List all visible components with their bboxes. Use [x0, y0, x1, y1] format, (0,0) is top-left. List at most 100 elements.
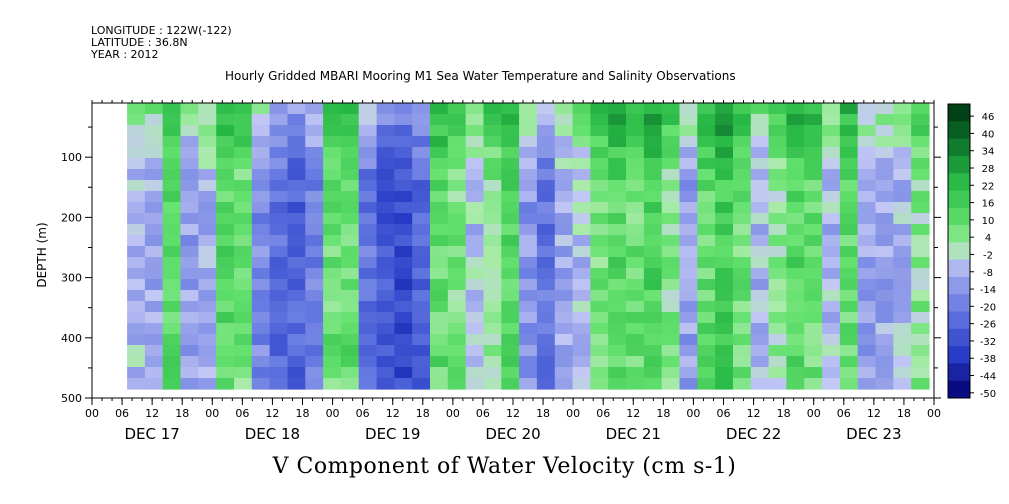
- heatmap-cell: [144, 235, 164, 247]
- x-hour-tick-label: 12: [386, 407, 400, 420]
- heatmap-cell: [697, 158, 716, 170]
- heatmap-cell: [412, 103, 431, 115]
- heatmap-cell: [412, 136, 431, 148]
- heatmap-cell: [679, 334, 698, 346]
- heatmap-cell: [162, 367, 182, 379]
- heatmap-cell: [750, 158, 770, 170]
- heatmap-cell: [358, 191, 378, 203]
- heatmap-cell: [875, 147, 894, 159]
- heatmap-cell: [251, 312, 271, 324]
- heatmap-cell: [162, 114, 182, 126]
- heatmap-cell: [216, 356, 235, 368]
- heatmap-cell: [786, 378, 805, 390]
- heatmap-cell: [358, 378, 378, 390]
- heatmap-cell: [750, 235, 770, 247]
- heatmap-cell: [305, 147, 324, 159]
- heatmap-cell: [626, 213, 645, 225]
- heatmap-cell: [911, 158, 930, 170]
- heatmap-cell: [626, 290, 645, 302]
- heatmap-cell: [679, 257, 698, 269]
- heatmap-cell: [893, 257, 912, 269]
- heatmap-cell: [340, 334, 360, 346]
- heatmap-cell: [536, 290, 556, 302]
- heatmap-cell: [626, 312, 645, 324]
- colorbar-swatch: [948, 346, 970, 364]
- heatmap-cell: [376, 301, 395, 313]
- heatmap-cell: [822, 224, 841, 236]
- heatmap-cell: [733, 290, 752, 302]
- heatmap-cell: [269, 169, 288, 181]
- heatmap-cell: [483, 136, 502, 148]
- heatmap-cell: [643, 202, 663, 214]
- heatmap-cell: [323, 345, 342, 357]
- heatmap-cell: [608, 345, 627, 357]
- heatmap-cell: [715, 191, 734, 203]
- heatmap-cell: [857, 290, 877, 302]
- heatmap-cell: [554, 345, 574, 357]
- heatmap-cell: [697, 312, 716, 324]
- heatmap-cell: [697, 114, 716, 126]
- heatmap-cell: [857, 378, 877, 390]
- heatmap-cell: [216, 202, 235, 214]
- heatmap-cell: [804, 257, 823, 269]
- heatmap-cell: [786, 158, 805, 170]
- colorbar-swatch: [948, 138, 970, 157]
- heatmap-cell: [251, 345, 271, 357]
- heatmap-cell: [536, 356, 556, 368]
- heatmap-cell: [216, 125, 235, 137]
- heatmap-cell: [536, 246, 556, 258]
- heatmap-cell: [340, 378, 360, 390]
- heatmap-cell: [501, 147, 520, 159]
- heatmap-cell: [251, 367, 271, 379]
- heatmap-cell: [804, 290, 823, 302]
- heatmap-cell: [412, 279, 431, 291]
- heatmap-cell: [234, 367, 253, 379]
- heatmap-cell: [893, 180, 912, 192]
- heatmap-cell: [144, 367, 164, 379]
- heatmap-cell: [590, 257, 609, 269]
- heatmap-cell: [911, 202, 930, 214]
- heatmap-cell: [305, 246, 324, 258]
- heatmap-cell: [697, 290, 716, 302]
- heatmap-cell: [251, 202, 271, 214]
- heatmap-cell: [608, 235, 627, 247]
- heatmap-cell: [483, 356, 502, 368]
- heatmap-cell: [394, 334, 413, 346]
- heatmap-cell: [305, 202, 324, 214]
- x-day-label: DEC 21: [606, 425, 661, 443]
- x-hour-tick-label: 18: [536, 407, 550, 420]
- heatmap-cell: [340, 213, 360, 225]
- heatmap-cell: [661, 257, 681, 269]
- heatmap-cell: [572, 334, 591, 346]
- heatmap-cell: [519, 136, 538, 148]
- heatmap-cell: [412, 323, 431, 335]
- heatmap-cell: [198, 147, 217, 159]
- heatmap-cell: [679, 301, 698, 313]
- heatmap-cell: [839, 312, 859, 324]
- heatmap-cell: [572, 136, 591, 148]
- heatmap-cell: [340, 323, 360, 335]
- heatmap-cell: [447, 202, 467, 214]
- heatmap-cell: [519, 345, 538, 357]
- heatmap-cell: [911, 103, 930, 115]
- heatmap-cell: [198, 290, 217, 302]
- heatmap-cell: [822, 356, 841, 368]
- heatmap-cell: [251, 323, 271, 335]
- heatmap-cell: [750, 224, 770, 236]
- heatmap-cell: [768, 246, 787, 258]
- heatmap-cell: [447, 180, 467, 192]
- heatmap-cell: [501, 235, 520, 247]
- heatmap-cell: [162, 103, 182, 115]
- heatmap-cell: [697, 136, 716, 148]
- heatmap-cell: [786, 114, 805, 126]
- heatmap-cell: [786, 312, 805, 324]
- heatmap-cell: [590, 345, 609, 357]
- heatmap-cell: [180, 268, 199, 280]
- heatmap-cell: [287, 356, 306, 368]
- heatmap-cell: [180, 191, 199, 203]
- heatmap-cell: [269, 114, 288, 126]
- heatmap-cell: [430, 213, 449, 225]
- heatmap-cell: [180, 378, 199, 390]
- heatmap-cell: [305, 169, 324, 181]
- heatmap-cell: [216, 114, 235, 126]
